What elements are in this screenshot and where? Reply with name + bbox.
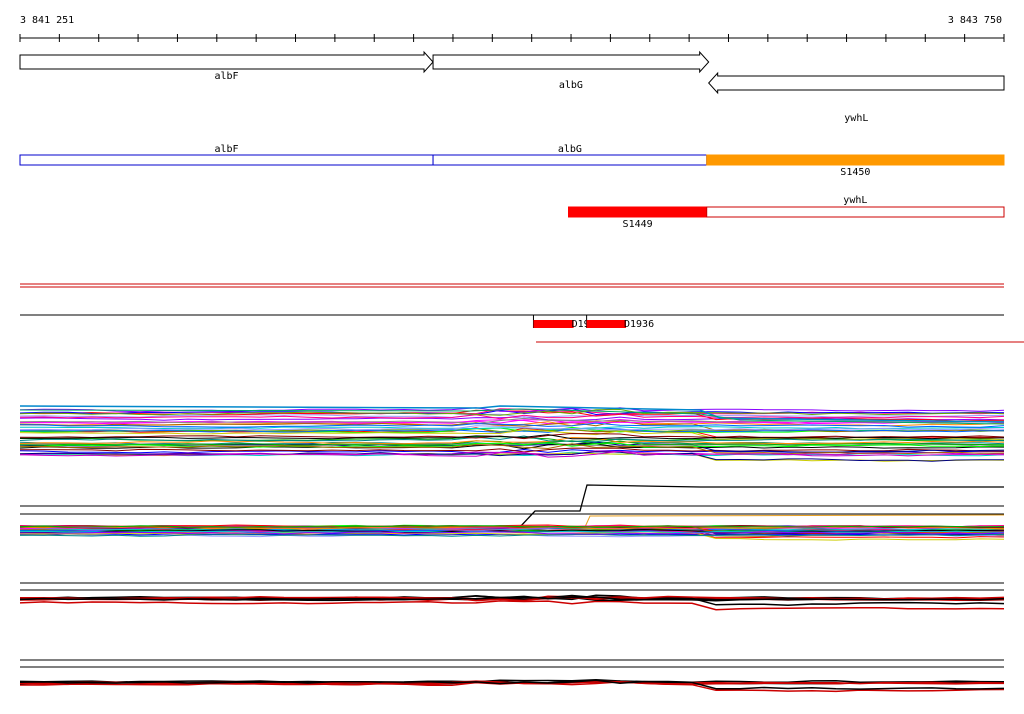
profile-line — [19, 422, 1005, 428]
axis-ticks — [19, 34, 1005, 42]
profile-line — [19, 450, 1005, 458]
gene-label-ywhL: ywhL — [844, 113, 868, 124]
profile-line — [19, 595, 1005, 601]
coordinate-axis: 3 841 251 3 843 750 — [19, 15, 1005, 42]
profile-line — [19, 447, 1005, 453]
feature-label-D1936: D1936 — [624, 319, 654, 330]
profile-line — [19, 441, 1005, 453]
profile-line — [19, 440, 1005, 446]
profile-lines — [19, 679, 1005, 693]
annotation-segment-albF[interactable] — [19, 154, 434, 166]
feature-D1936[interactable] — [586, 320, 626, 328]
profile-line — [19, 525, 1005, 528]
segment-label-ywhL: ywhL — [843, 195, 867, 206]
profile-line — [19, 420, 1005, 433]
gene-arrow-ywhL[interactable] — [708, 71, 1005, 95]
segment-label-S1449: S1449 — [623, 219, 653, 230]
annotation-label-albG: albG — [558, 144, 582, 155]
gene-arrow-albF[interactable] — [19, 50, 434, 74]
axis-end-label: 3 843 750 — [948, 15, 1002, 26]
gene-label-albF: albF — [214, 71, 238, 82]
feature-label-D19: D19 — [572, 319, 590, 330]
segment-ywhL[interactable] — [706, 206, 1005, 218]
profile-lines — [19, 594, 1005, 611]
profile-line — [19, 426, 1004, 431]
profile-line — [20, 527, 1005, 531]
profile-line — [19, 600, 1005, 611]
feature-track: D19 D1936 — [20, 283, 1024, 343]
gene-label-albG: albG — [559, 80, 583, 91]
profile-step-line-orange — [584, 514, 1005, 528]
profile-line — [19, 408, 1005, 416]
profile-line — [19, 679, 1005, 684]
expression-profiles-lower — [19, 582, 1005, 611]
profile-lines — [19, 524, 1005, 541]
expression-profiles-middle — [19, 484, 1005, 541]
profile-line — [19, 408, 1005, 425]
annotation-label-S1450: S1450 — [840, 167, 870, 178]
profile-line — [19, 679, 1005, 690]
profile-line — [19, 443, 1005, 455]
expression-profiles-bottom — [19, 659, 1005, 693]
profile-line — [19, 442, 1005, 448]
segment-track: S1449 ywhL — [568, 195, 1005, 230]
profile-line — [19, 436, 1005, 445]
profile-line — [20, 531, 1005, 535]
profile-line — [19, 413, 1005, 420]
profile-line — [19, 451, 1005, 462]
axis-start-label: 3 841 251 — [20, 15, 74, 26]
profile-line — [19, 434, 1005, 440]
profile-line — [19, 531, 1005, 541]
profile-line — [19, 533, 1005, 537]
feature-D19[interactable] — [533, 320, 574, 328]
annotation-segment-S1450[interactable] — [706, 154, 1005, 166]
profile-line — [19, 405, 1005, 423]
segment-S1449[interactable] — [568, 206, 708, 218]
profile-line — [19, 425, 1005, 431]
expression-profiles-upper — [19, 405, 1005, 462]
annotation-track: albF albG S1450 — [19, 144, 1005, 178]
gene-arrow-albG[interactable] — [432, 50, 710, 74]
annotation-segment-albG[interactable] — [432, 154, 708, 166]
annotation-label-albF: albF — [214, 144, 238, 155]
feature-marks: D19 D1936 — [532, 315, 654, 330]
gene-track: albF albG ywhL — [19, 50, 1005, 124]
